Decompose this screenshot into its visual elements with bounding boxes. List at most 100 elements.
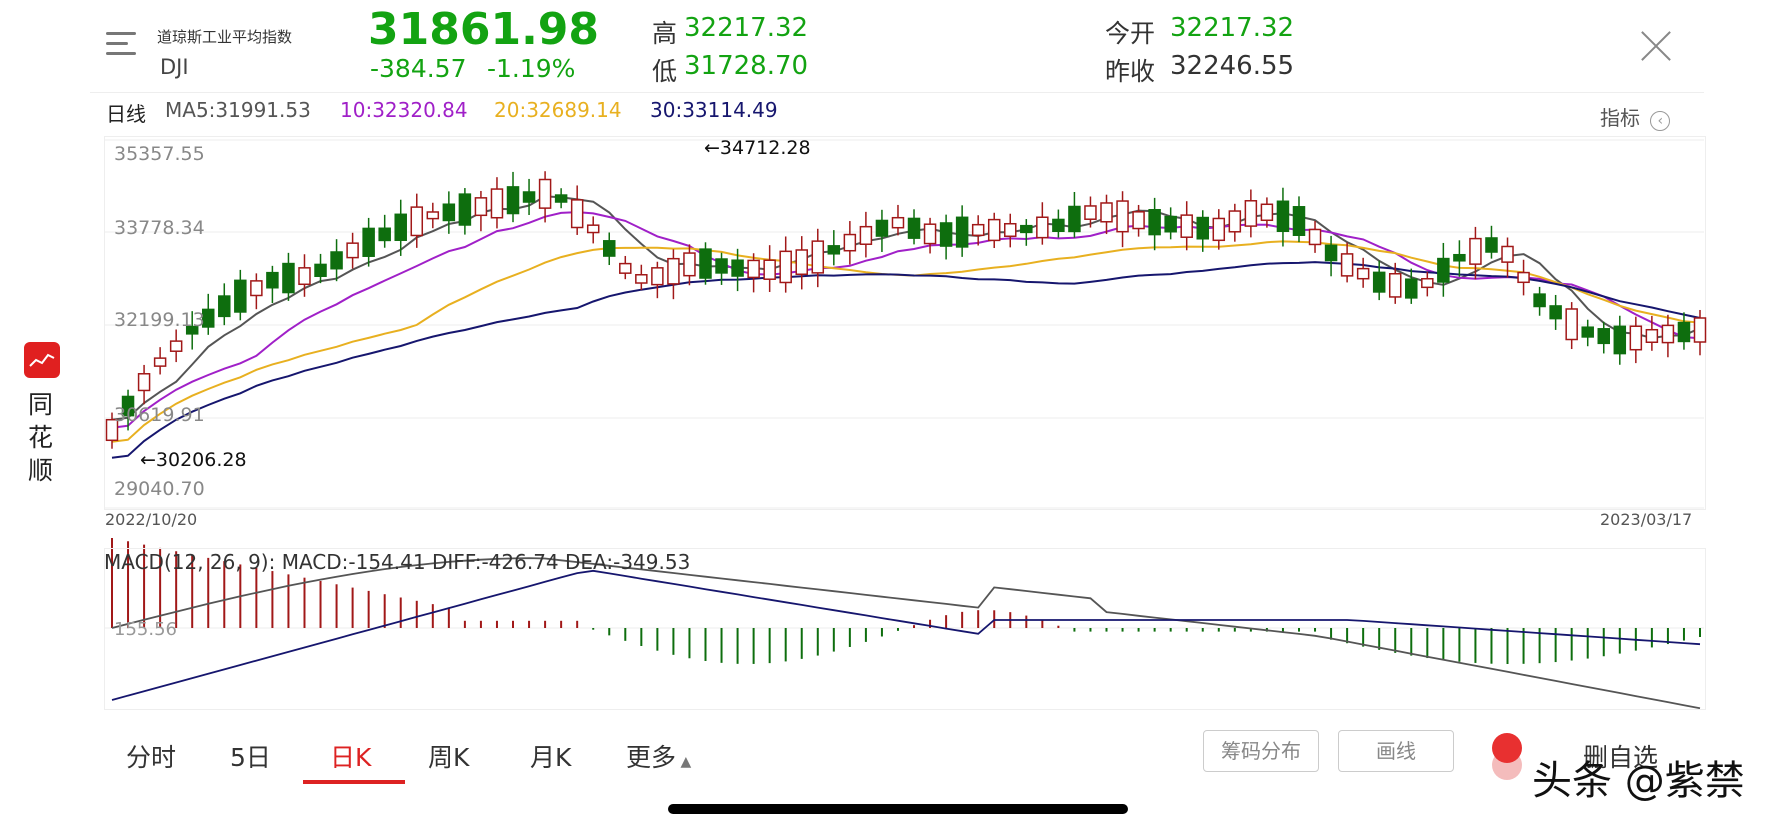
- brand-char-3: 顺: [28, 456, 54, 485]
- candle-body: [875, 219, 889, 237]
- tab-monthly-k[interactable]: 月K: [530, 743, 572, 772]
- candle-body: [747, 259, 760, 279]
- tab-5day[interactable]: 5日: [230, 743, 271, 772]
- macd-lines: [111, 557, 1701, 710]
- prev-close-label: 昨收: [1105, 57, 1156, 86]
- candle-body: [955, 216, 969, 248]
- candle-body: [843, 233, 857, 252]
- high-label: 高: [652, 19, 678, 48]
- indicator-label: 指标: [1600, 106, 1640, 130]
- candle-body: [153, 357, 167, 367]
- candle-body: [1036, 216, 1049, 239]
- candle-body: [250, 280, 263, 297]
- candle-body: [779, 250, 792, 284]
- candle-body: [1485, 237, 1498, 253]
- candle-body: [1260, 203, 1274, 222]
- candle-body: [1212, 217, 1226, 242]
- ma-line: [111, 261, 1701, 459]
- tab-more[interactable]: 更多 ▲: [626, 738, 691, 774]
- candle-body: [474, 197, 488, 217]
- candle-body: [1116, 200, 1129, 233]
- macd-chart-frame[interactable]: [104, 548, 1706, 710]
- y-tick-3: 32199.13: [114, 309, 205, 331]
- candle-body: [394, 213, 407, 241]
- candle-body: [619, 262, 632, 274]
- tab-more-label: 更多: [626, 743, 677, 772]
- menu-icon[interactable]: [106, 30, 140, 58]
- candle-body: [1677, 321, 1691, 343]
- high-value: 32217.32: [684, 13, 809, 43]
- candle-body: [1549, 305, 1562, 320]
- period-label: 日线: [106, 102, 146, 126]
- candles: [105, 171, 1707, 449]
- start-date: 2022/10/20: [105, 510, 198, 529]
- candle-body: [651, 267, 664, 286]
- candle-body: [763, 259, 776, 280]
- candle-body: [538, 178, 552, 209]
- candle-body: [1597, 328, 1611, 345]
- end-date: 2023/03/17: [1600, 510, 1693, 529]
- candle-body: [1356, 267, 1370, 280]
- index-name: 道琼斯工业平均指数: [157, 28, 293, 46]
- candle-body: [715, 258, 728, 274]
- candle-body: [603, 240, 616, 257]
- indicator-button[interactable]: 指标 ‹: [1600, 102, 1671, 131]
- candle-body: [811, 240, 825, 274]
- candle-body: [1629, 325, 1643, 351]
- candle-body: [1068, 205, 1081, 233]
- macd-line: [111, 557, 1701, 710]
- home-indicator: [668, 804, 1128, 814]
- candle-body: [1324, 244, 1338, 262]
- y-tick-4: 30619.91: [114, 404, 205, 426]
- max-annotation: ←34712.28: [704, 137, 811, 159]
- open-value: 32217.32: [1170, 13, 1295, 43]
- tab-weekly-k[interactable]: 周K: [428, 743, 470, 772]
- candle-body: [506, 186, 520, 215]
- ma20-label: 20:32689.14: [494, 98, 622, 122]
- remove-watchlist-button[interactable]: 删自选: [1583, 743, 1659, 772]
- candle-body: [1693, 317, 1707, 343]
- price-change: -384.57: [370, 54, 467, 83]
- candle-body: [891, 216, 905, 229]
- candle-body: [1196, 216, 1209, 240]
- candle-body: [298, 267, 311, 286]
- candle-body: [1533, 293, 1546, 308]
- candle-body: [1148, 209, 1161, 236]
- candle-body: [362, 227, 375, 257]
- candle-body: [1180, 214, 1193, 238]
- candle-body: [218, 295, 231, 318]
- candle-body: [554, 194, 568, 203]
- candle-body: [458, 193, 472, 226]
- chips-distribution-button[interactable]: 筹码分布: [1203, 730, 1319, 772]
- open-label: 今开: [1105, 19, 1156, 48]
- candle-body: [282, 262, 295, 294]
- candle-body: [1565, 308, 1578, 341]
- candle-body: [1004, 222, 1017, 238]
- candle-body: [987, 218, 1001, 242]
- candle-body: [635, 274, 648, 284]
- candle-body: [1613, 325, 1627, 355]
- tab-daily-k[interactable]: 日K: [330, 743, 372, 772]
- candle-body: [1388, 273, 1402, 298]
- macd-tick: 155.56: [114, 619, 177, 640]
- candle-body: [330, 251, 343, 270]
- candle-body: [907, 217, 921, 239]
- index-code: DJI: [160, 55, 189, 79]
- caret-up-icon: ▲: [676, 754, 692, 770]
- app-logo-icon[interactable]: [24, 342, 60, 378]
- divider: [90, 92, 1704, 93]
- candle-body: [442, 203, 456, 222]
- brand-char-1: 同: [28, 390, 54, 419]
- ma5-label: MA5:31991.53: [165, 98, 311, 122]
- candle-body: [859, 225, 873, 245]
- tab-intraday[interactable]: 分时: [126, 743, 177, 772]
- draw-line-button[interactable]: 画线: [1338, 730, 1454, 772]
- floating-ball-icon[interactable]: [1492, 733, 1522, 763]
- candle-body: [185, 325, 199, 335]
- candle-body: [410, 206, 424, 237]
- candle-body: [1421, 278, 1434, 289]
- ma30-label: 30:33114.49: [650, 98, 778, 122]
- candle-body: [827, 245, 841, 255]
- candle-body: [667, 257, 680, 285]
